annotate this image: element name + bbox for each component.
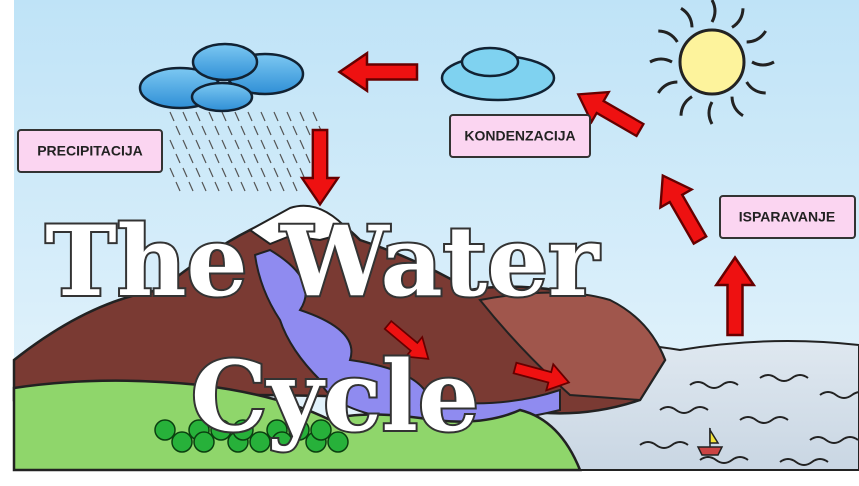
title-line: The Water xyxy=(45,205,600,318)
condensation-label: KONDENZACIJA xyxy=(450,115,590,157)
precipitation-label: PRECIPITACIJA xyxy=(18,130,162,172)
water-cycle-illustration: PRECIPITACIJA KONDENZACIJA ISPARAVANJE T… xyxy=(0,0,859,486)
rain-cloud xyxy=(193,44,257,80)
page: {"title_lines": ["The Water", "Cycle"], … xyxy=(0,0,859,486)
label-text: ISPARAVANJE xyxy=(739,209,835,225)
rain-cloud xyxy=(192,83,252,111)
title-line: Cycle xyxy=(191,340,479,453)
sun xyxy=(680,30,744,94)
tree xyxy=(155,420,175,440)
tree xyxy=(172,432,192,452)
boat xyxy=(698,447,722,455)
label-text: PRECIPITACIJA xyxy=(37,143,143,159)
evaporation-label: ISPARAVANJE xyxy=(720,196,855,238)
label-text: KONDENZACIJA xyxy=(464,128,575,144)
small-cloud xyxy=(462,48,518,76)
